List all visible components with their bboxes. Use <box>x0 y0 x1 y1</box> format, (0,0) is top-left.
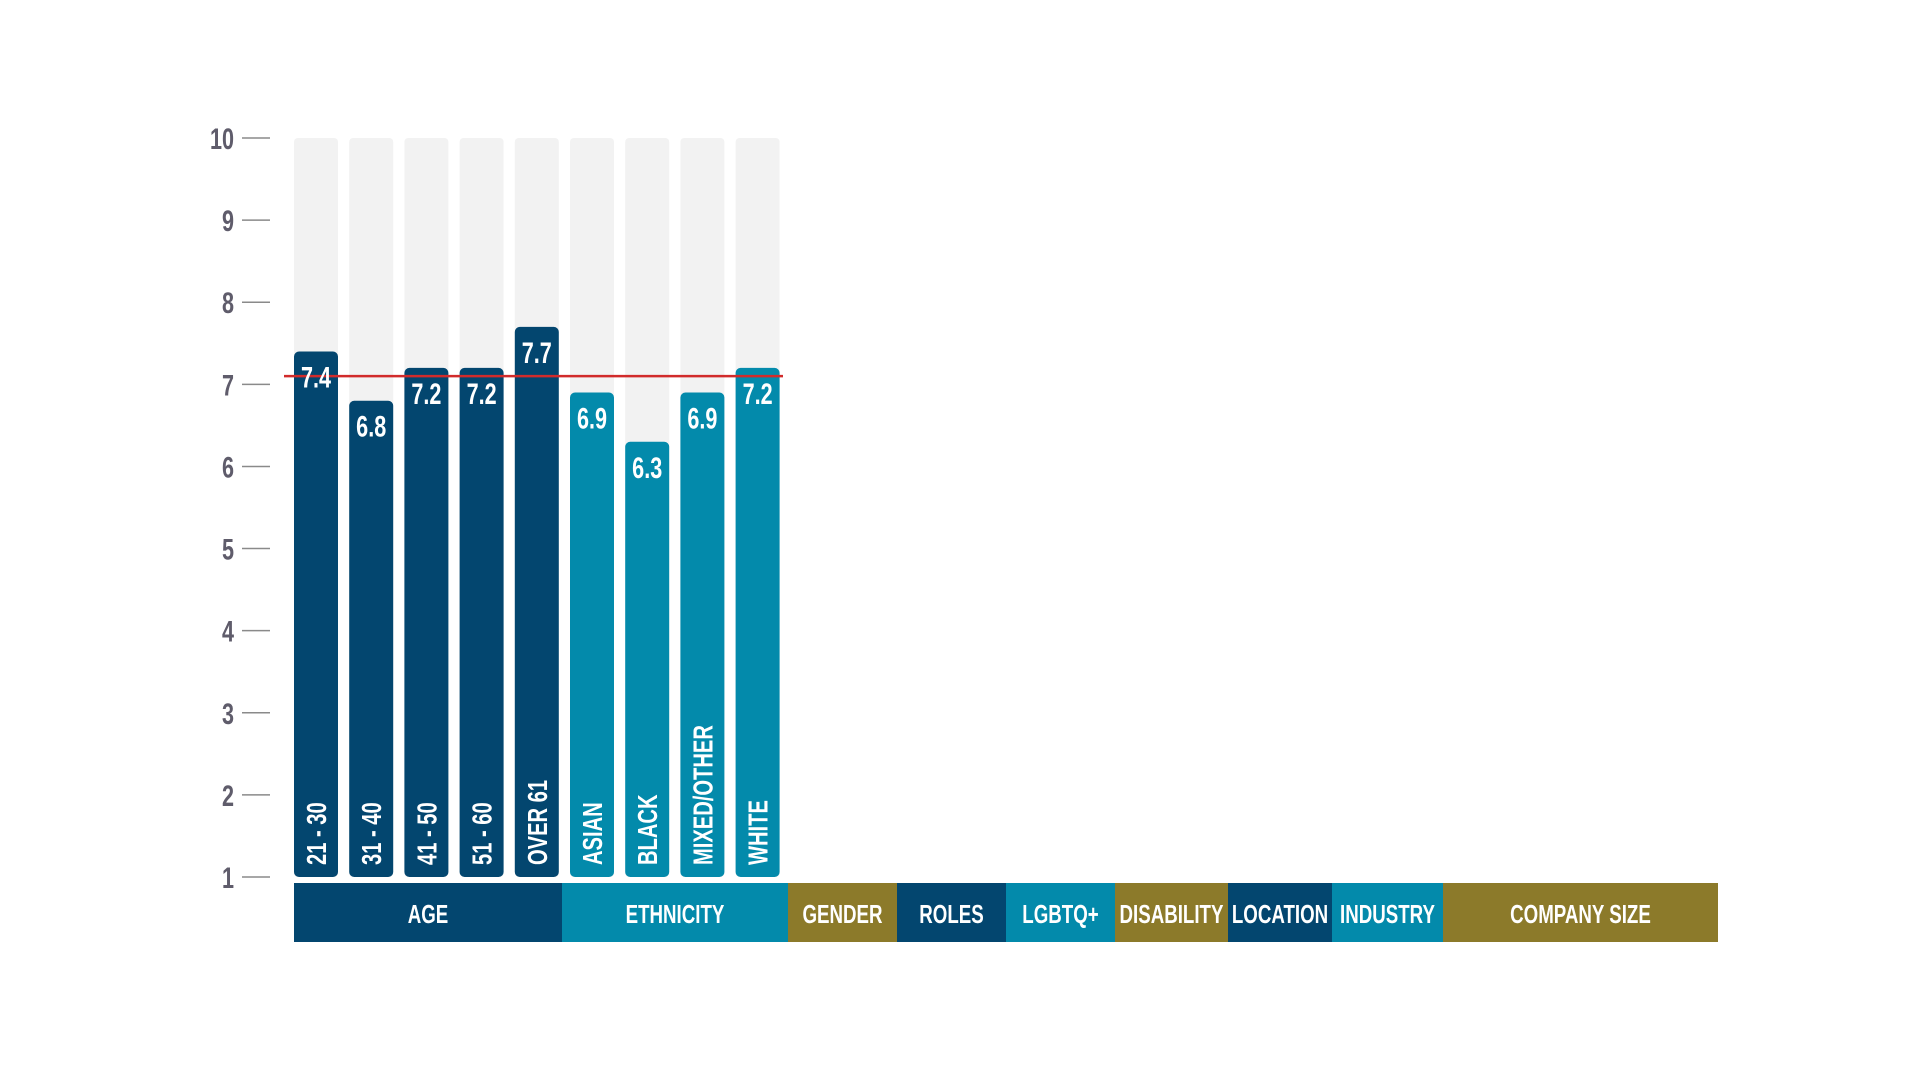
bar <box>735 367 780 877</box>
bar-value-label: 7.4 <box>301 360 331 394</box>
category-block <box>294 883 562 942</box>
bar-value-label: 7.2 <box>467 376 497 410</box>
category-label: INDUSTRY <box>1340 899 1435 929</box>
y-tick-label: 2 <box>222 778 234 812</box>
category-block <box>1115 883 1228 942</box>
bar <box>459 367 504 877</box>
bar <box>349 400 394 877</box>
bar-value-label: 7.2 <box>743 376 773 410</box>
y-tick-label: 10 <box>210 121 234 155</box>
category-block <box>1228 883 1332 942</box>
category-label: COMPANY SIZE <box>1510 899 1651 929</box>
bars <box>294 326 780 877</box>
category-label: ROLES <box>919 899 983 929</box>
bar-category-label: 21 - 30 <box>302 802 333 865</box>
bar-value-label: 7.7 <box>522 335 552 369</box>
y-tick-label: 7 <box>222 368 234 402</box>
bar-labels: 7.4 21 - 30 6.8 31 - 40 7.2 41 - 50 7.2 51 - 60… <box>301 335 774 865</box>
bar <box>680 392 725 877</box>
bar-category-label: OVER 61 <box>523 780 554 865</box>
category-strip: AGE ETHNICITY GENDER ROLES LGBTQ+ DISABILITY L… <box>294 883 1718 942</box>
y-tick-label: 1 <box>222 860 234 894</box>
y-tick-label: 8 <box>222 286 234 320</box>
category-label: ETHNICITY <box>626 899 725 929</box>
y-tick-label: 9 <box>222 204 234 238</box>
bar-value-label: 7.2 <box>411 376 441 410</box>
category-block <box>1443 883 1718 942</box>
category-block <box>1006 883 1115 942</box>
category-block <box>788 883 897 942</box>
bar-value-label: 6.9 <box>687 401 717 435</box>
y-tick-label: 4 <box>222 614 234 648</box>
bar <box>514 326 559 877</box>
bar-category-label: ASIAN <box>578 802 609 865</box>
bar-value-label: 6.9 <box>577 401 607 435</box>
category-block <box>562 883 788 942</box>
bar <box>570 392 614 877</box>
bar-value-label: 6.8 <box>356 409 386 443</box>
bar <box>404 367 449 877</box>
category-label: DISABILITY <box>1120 899 1224 929</box>
bar-category-label: 51 - 60 <box>467 802 498 865</box>
category-label: LGBTQ+ <box>1022 899 1098 929</box>
category-label: AGE <box>408 899 449 929</box>
bar-value-label: 6.3 <box>632 450 662 484</box>
category-label: GENDER <box>802 899 882 929</box>
bar <box>294 351 338 877</box>
y-axis: 1 2 3 4 5 6 7 8 9 10 <box>210 121 270 895</box>
category-block <box>1332 883 1443 942</box>
category-label: LOCATION <box>1232 899 1328 929</box>
category-block <box>897 883 1006 942</box>
bar-category-label: MIXED/OTHER <box>688 725 719 865</box>
y-tick-label: 6 <box>222 450 234 484</box>
bar-category-label: 31 - 40 <box>357 802 388 865</box>
y-tick-label: 3 <box>222 696 234 730</box>
bar-category-label: WHITE <box>743 800 774 865</box>
bar <box>625 441 670 877</box>
bar-category-label: BLACK <box>633 794 664 865</box>
y-tick-label: 5 <box>222 532 234 566</box>
bar-category-label: 41 - 50 <box>412 802 443 865</box>
